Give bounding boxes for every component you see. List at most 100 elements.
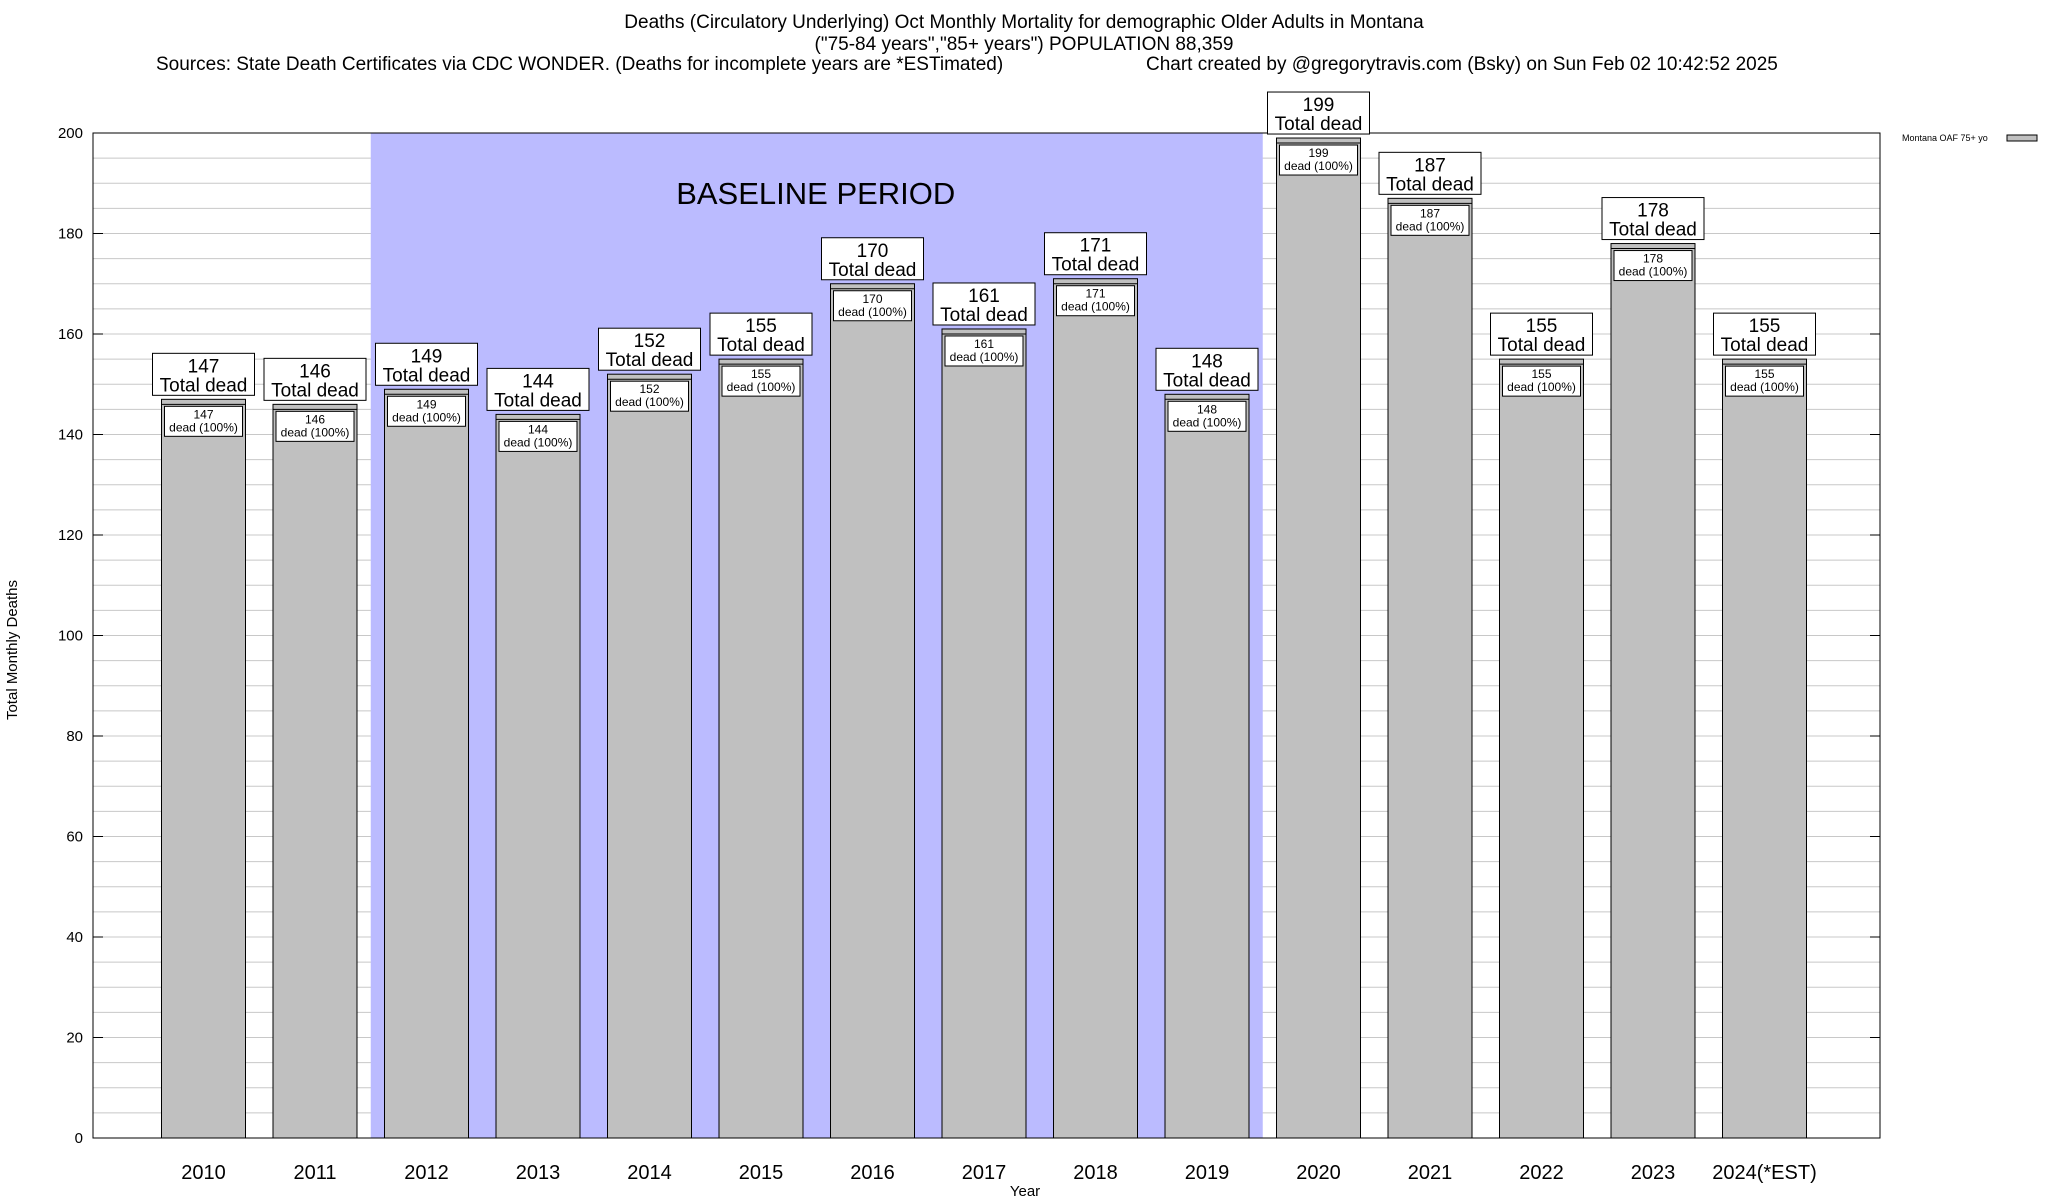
bar-2024(*EST) <box>1722 358 1807 1139</box>
y-tick-label: 100 <box>58 628 83 645</box>
total-label-box <box>1044 232 1147 276</box>
inner-value-label: 170 <box>862 292 882 306</box>
total-value-label: 171 <box>1080 236 1112 257</box>
x-tick-label: 2010 <box>181 1162 226 1184</box>
x-tick-label: 2022 <box>1519 1162 1564 1184</box>
total-label-box <box>932 282 1036 326</box>
inner-value-label: 171 <box>1085 287 1105 301</box>
total-label-box <box>1713 312 1816 356</box>
total-label-box <box>152 352 255 396</box>
total-label-box <box>1267 91 1370 135</box>
inner-label-box <box>1502 365 1581 397</box>
total-text-label: Total dead <box>1275 114 1363 135</box>
bar-2014 <box>607 373 692 1139</box>
x-tick-label: 2020 <box>1296 1162 1341 1184</box>
y-tick-label: 60 <box>66 829 83 846</box>
inner-label-box <box>1613 250 1693 282</box>
x-tick-label: 2023 <box>1631 1162 1676 1184</box>
total-text-label: Total dead <box>271 380 359 401</box>
x-tick-label: 2021 <box>1408 1162 1453 1184</box>
bar-2012 <box>384 388 469 1139</box>
y-tick-label: 120 <box>58 527 83 544</box>
total-label-box <box>821 237 924 281</box>
bar-2011 <box>272 403 358 1139</box>
title-line-2: ("75-84 years","85+ years") POPULATION 8… <box>814 34 1234 55</box>
total-text-label: Total dead <box>829 260 917 281</box>
inner-percent-label: dead (100%) <box>1730 380 1799 394</box>
total-value-label: 148 <box>1191 351 1223 372</box>
inner-value-label: 187 <box>1420 206 1440 220</box>
inner-label-box <box>164 405 243 437</box>
inner-label-box <box>1725 365 1804 397</box>
bar-2015 <box>718 358 804 1139</box>
x-tick-label: 2014 <box>627 1162 672 1184</box>
total-text-label: Total dead <box>160 375 248 396</box>
total-value-label: 155 <box>745 316 777 337</box>
inner-value-label: 152 <box>639 382 659 396</box>
total-text-label: Total dead <box>606 350 694 371</box>
x-axis-label: Year <box>1009 1183 1041 1200</box>
y-tick-label: 160 <box>58 326 83 343</box>
total-text-label: Total dead <box>1386 174 1474 195</box>
x-tick-label: 2012 <box>404 1162 449 1184</box>
total-text-label: Total dead <box>1498 335 1586 356</box>
total-value-label: 161 <box>968 286 1000 307</box>
bar-2022 <box>1499 358 1584 1139</box>
inner-label-box <box>498 420 578 452</box>
bar-2020 <box>1276 137 1361 1139</box>
bar-2018 <box>1053 278 1138 1139</box>
total-label-box <box>709 312 813 356</box>
bar-2023 <box>1610 243 1696 1139</box>
inner-percent-label: dead (100%) <box>1061 300 1130 314</box>
x-tick-label: 2011 <box>293 1162 336 1184</box>
inner-value-label: 147 <box>193 407 213 421</box>
inner-percent-label: dead (100%) <box>1173 415 1242 429</box>
y-tick-label: 140 <box>58 427 83 444</box>
x-tick-label: 2015 <box>739 1162 784 1184</box>
inner-value-label: 161 <box>974 337 994 351</box>
total-label-box <box>598 327 701 371</box>
total-value-label: 147 <box>188 356 220 377</box>
total-value-label: 178 <box>1637 201 1669 222</box>
inner-percent-label: dead (100%) <box>615 395 684 409</box>
y-tick-label: 180 <box>58 226 83 243</box>
bar-2013 <box>495 413 581 1139</box>
bar-2017 <box>941 328 1027 1139</box>
inner-percent-label: dead (100%) <box>1284 159 1353 173</box>
inner-value-label: 149 <box>416 397 436 411</box>
title-line-1: Deaths (Circulatory Underlying) Oct Mont… <box>624 12 1424 33</box>
total-value-label: 155 <box>1749 316 1781 337</box>
total-text-label: Total dead <box>1163 370 1251 391</box>
total-label-box <box>1155 347 1259 391</box>
inner-label-box <box>721 365 801 397</box>
inner-percent-label: dead (100%) <box>838 305 907 319</box>
total-text-label: Total dead <box>1052 255 1140 276</box>
x-tick-label: 2018 <box>1073 1162 1118 1184</box>
total-label-box <box>263 357 367 401</box>
x-tick-label: 2024(*EST) <box>1712 1162 1817 1184</box>
total-value-label: 149 <box>411 346 443 367</box>
total-value-label: 170 <box>857 241 889 262</box>
inner-value-label: 155 <box>751 367 771 381</box>
x-tick-label: 2013 <box>516 1162 561 1184</box>
x-tick-label: 2016 <box>850 1162 895 1184</box>
total-label-box <box>486 367 590 411</box>
inner-percent-label: dead (100%) <box>950 350 1019 364</box>
inner-label-box <box>610 380 689 412</box>
inner-percent-label: dead (100%) <box>169 420 238 434</box>
x-tick-label: 2017 <box>962 1162 1007 1184</box>
inner-value-label: 155 <box>1531 367 1551 381</box>
x-tick-label: 2019 <box>1185 1162 1230 1184</box>
inner-value-label: 155 <box>1754 367 1774 381</box>
baseline-label: BASELINE PERIOD <box>676 176 955 211</box>
chart-credit: Chart created by @gregorytravis.com (Bsk… <box>1146 54 1778 75</box>
total-value-label: 146 <box>299 361 331 382</box>
sources-note: Sources: State Death Certificates via CD… <box>156 54 1004 75</box>
bar-2010 <box>161 398 246 1139</box>
total-value-label: 187 <box>1414 155 1446 176</box>
inner-label-box <box>387 395 466 427</box>
inner-label-box <box>944 335 1024 367</box>
total-value-label: 152 <box>634 331 666 352</box>
inner-percent-label: dead (100%) <box>392 410 461 424</box>
